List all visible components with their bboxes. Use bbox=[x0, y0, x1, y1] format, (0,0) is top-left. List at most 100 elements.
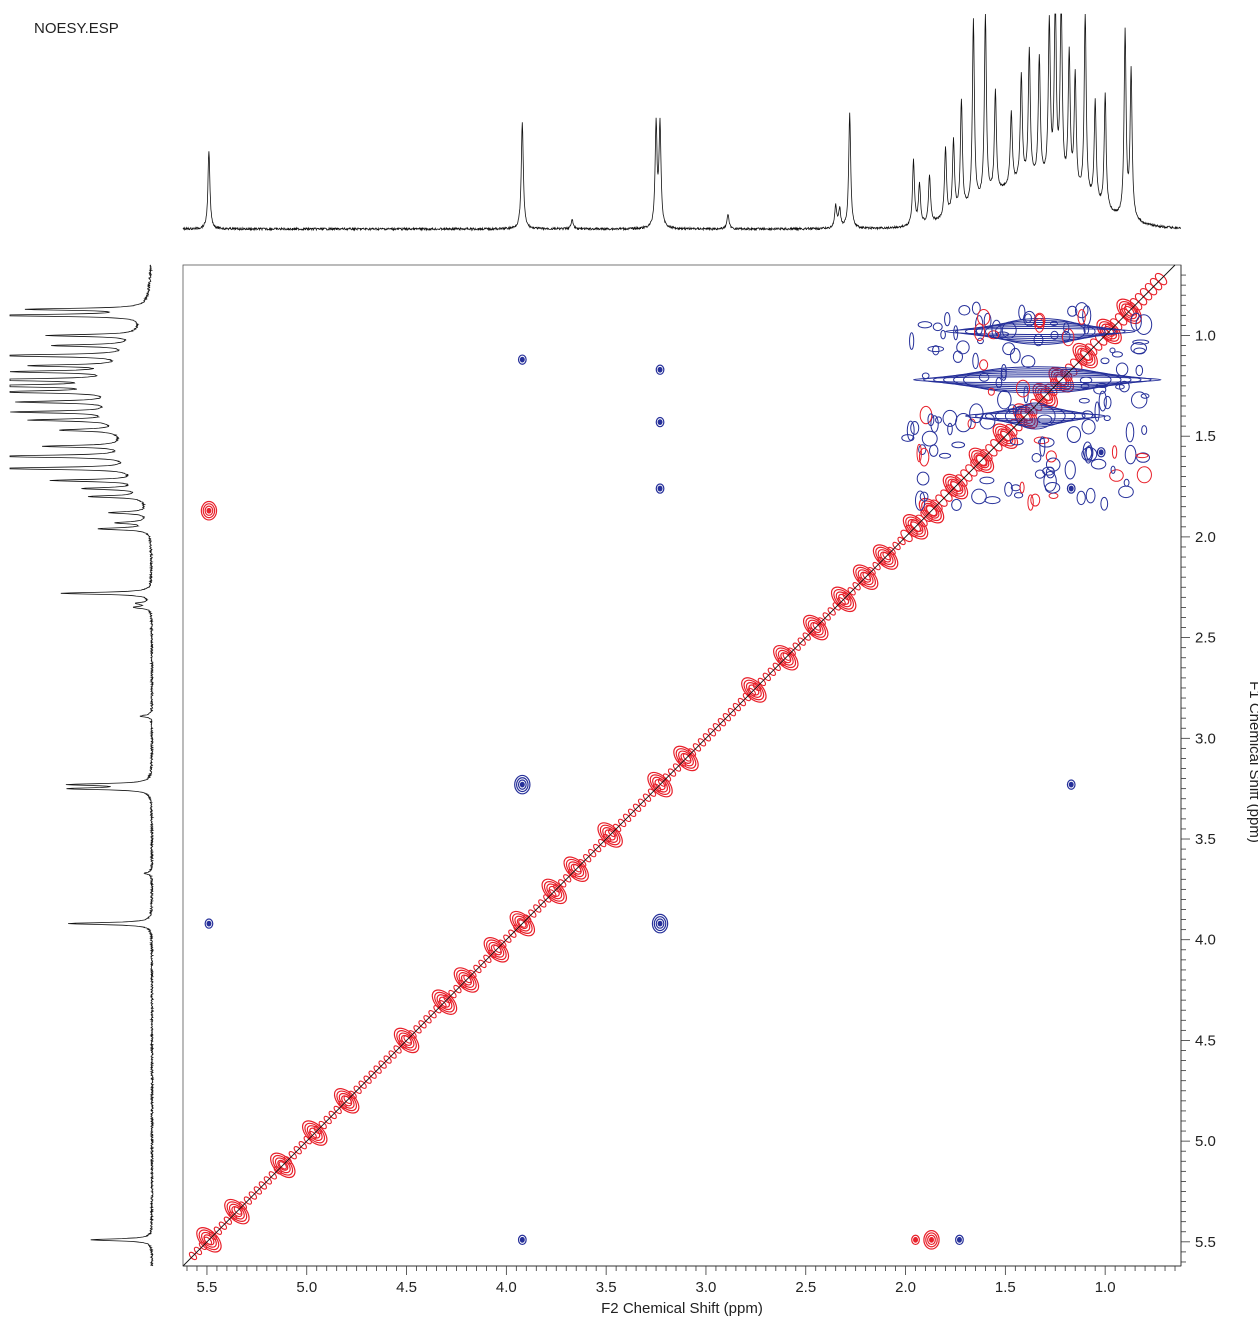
clutter-contour bbox=[978, 372, 990, 382]
ridge-contour bbox=[964, 323, 1116, 339]
clutter-contour bbox=[919, 405, 933, 425]
clutter-contour bbox=[927, 345, 945, 353]
clutter-contour bbox=[1019, 481, 1025, 494]
clutter-contour bbox=[1081, 410, 1094, 420]
clutter-contour bbox=[1033, 312, 1046, 329]
clutter-contour bbox=[1085, 487, 1096, 504]
clutter-contour bbox=[987, 330, 1000, 340]
clutter-contour bbox=[1064, 460, 1076, 480]
clutter-contour bbox=[1023, 310, 1036, 327]
clutter-contour bbox=[916, 443, 922, 463]
x-tick-label: 2.0 bbox=[895, 1279, 916, 1296]
cross-peak bbox=[927, 1234, 936, 1246]
x-tick-label: 3.5 bbox=[596, 1279, 617, 1296]
clutter-contour bbox=[1130, 342, 1148, 355]
top-projection bbox=[182, 13, 1181, 232]
clutter-contour bbox=[1132, 339, 1150, 345]
clutter-contour bbox=[1009, 437, 1024, 446]
clutter-contour bbox=[1110, 465, 1116, 474]
x-tick-label: 1.0 bbox=[1095, 1279, 1116, 1296]
cross-peak bbox=[911, 1234, 920, 1246]
clutter-contour bbox=[916, 471, 930, 486]
clutter-contour bbox=[1119, 380, 1130, 393]
left-projection bbox=[9, 264, 155, 1267]
cross-peak bbox=[516, 777, 529, 793]
cross-peak bbox=[1068, 485, 1074, 492]
ridge-contour bbox=[933, 372, 1142, 388]
clutter-contour bbox=[909, 332, 915, 350]
x-tick-label: 5.5 bbox=[197, 1279, 218, 1296]
clutter-contour bbox=[935, 416, 942, 424]
clutter-contour bbox=[1074, 302, 1089, 319]
clutter-contour bbox=[1034, 318, 1044, 328]
cross-peak bbox=[655, 483, 665, 494]
clutter-contour bbox=[1015, 379, 1031, 398]
clutter-contour bbox=[1000, 363, 1007, 379]
ridge-contour bbox=[1004, 404, 1066, 428]
clutter-contour bbox=[917, 321, 933, 329]
cross-peak bbox=[200, 500, 218, 521]
clutter-contour bbox=[1061, 330, 1071, 342]
cross-peak bbox=[1066, 779, 1076, 790]
clutter-contour bbox=[1140, 393, 1150, 399]
ridge-contour bbox=[994, 406, 1076, 426]
clutter-contour bbox=[1030, 493, 1041, 507]
x-tick-label: 5.0 bbox=[296, 1279, 317, 1296]
cross-peak bbox=[1068, 781, 1074, 788]
clutter-contour bbox=[1136, 452, 1150, 463]
left-spectrum-trace bbox=[9, 264, 155, 1267]
clutter-contour bbox=[1141, 425, 1148, 436]
cross-peak bbox=[653, 916, 667, 932]
clutter-contour bbox=[1118, 485, 1134, 499]
ridge-contour bbox=[953, 368, 1122, 392]
clutter-contour bbox=[1085, 445, 1094, 461]
clutter-contour bbox=[1115, 362, 1129, 377]
cross-peak bbox=[517, 1234, 527, 1246]
clutter-contour bbox=[932, 322, 943, 332]
clutter-contour bbox=[1039, 436, 1046, 457]
cross-peak bbox=[517, 779, 527, 790]
clutter-contour bbox=[1021, 355, 1036, 369]
ridge-contour bbox=[974, 321, 1106, 341]
x-axis-label: F2 Chemical Shift (ppm) bbox=[601, 1300, 763, 1317]
y-tick-label: 3.5 bbox=[1195, 831, 1216, 848]
x-axis: 5.5 5.0 4.5 4.0 3.5 3.0 2.5 2.0 1.5 1.0 bbox=[183, 1265, 1181, 1296]
clutter-contour bbox=[1037, 414, 1053, 425]
clutter-contour bbox=[1013, 492, 1024, 499]
clutter-contour bbox=[971, 301, 981, 315]
cross-peak bbox=[519, 356, 525, 363]
clutter-contour bbox=[1044, 481, 1061, 494]
clutter-contour bbox=[1079, 376, 1093, 384]
clutter-contour bbox=[1094, 401, 1100, 422]
clutter-contour bbox=[1130, 391, 1148, 409]
clutter-contour bbox=[972, 352, 979, 370]
cross-peak bbox=[925, 1232, 938, 1248]
cross-peak bbox=[1098, 449, 1104, 456]
clutter-contour bbox=[1063, 322, 1070, 334]
cross-peak bbox=[206, 507, 212, 514]
clutter-contour bbox=[1103, 415, 1111, 422]
clutter-contour bbox=[1096, 382, 1109, 388]
clutter-contour bbox=[947, 422, 953, 436]
clutter-contour bbox=[991, 319, 1002, 340]
clutter-contour bbox=[1081, 419, 1096, 435]
cross-peak bbox=[1066, 483, 1076, 494]
y-tick-label: 1.0 bbox=[1195, 327, 1216, 344]
clutter-contour bbox=[1124, 444, 1137, 465]
clutter-contour bbox=[956, 340, 970, 355]
cross-peak bbox=[655, 918, 665, 929]
top-spectrum-trace bbox=[182, 13, 1181, 232]
clutter-contour bbox=[1067, 305, 1078, 317]
clutter-contour bbox=[921, 372, 930, 380]
clutter-contour bbox=[953, 325, 959, 341]
cross-peak bbox=[517, 354, 527, 365]
clutter-contour bbox=[910, 421, 920, 435]
clutter-contour bbox=[951, 441, 966, 449]
clutter-contour bbox=[979, 359, 989, 371]
x-tick-label: 4.5 bbox=[396, 1279, 417, 1296]
cross-peak bbox=[202, 503, 216, 519]
clutter-contour bbox=[987, 387, 995, 396]
clutter-contour bbox=[1045, 457, 1061, 472]
cross-peak bbox=[206, 920, 212, 927]
clutter-contour bbox=[979, 412, 996, 430]
